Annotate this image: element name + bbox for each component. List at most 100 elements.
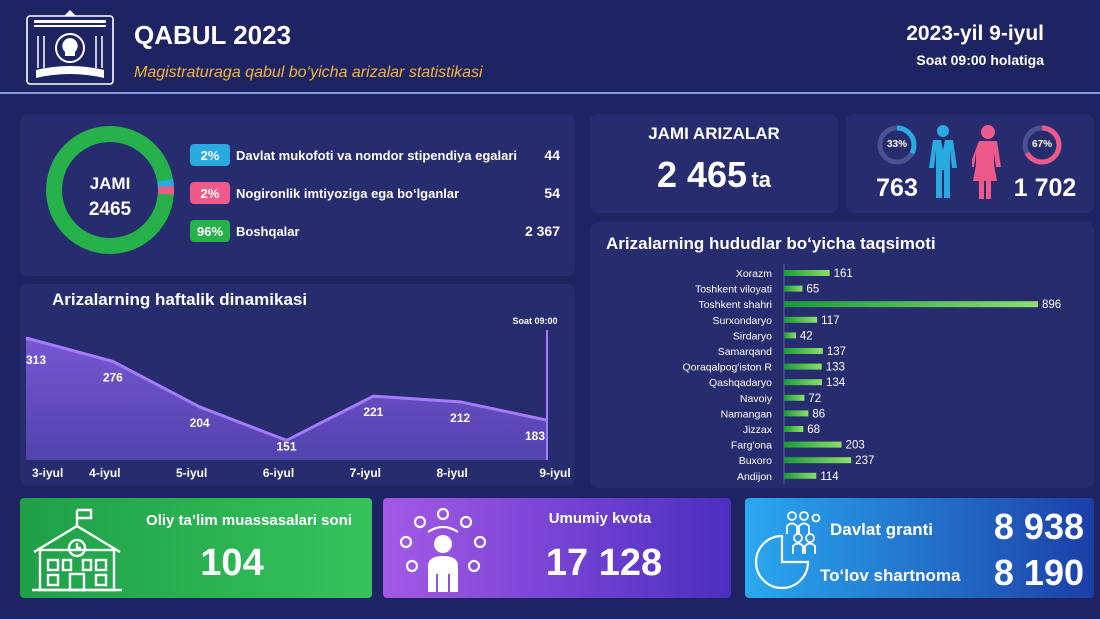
institutions-value: 104 xyxy=(200,542,264,584)
quota-value: 17 128 xyxy=(545,542,663,584)
region-bar xyxy=(784,270,830,276)
weekly-tick-label: 9-iyul xyxy=(539,466,570,480)
weekly-data-label: 221 xyxy=(363,405,383,419)
weekly-tick-label: 8-iyul xyxy=(436,466,467,480)
donut-segment-disability xyxy=(46,126,174,254)
total-value-row: 2 465 ta xyxy=(590,154,838,196)
region-bar xyxy=(784,410,809,417)
region-value-label: 65 xyxy=(806,284,819,296)
university-logo-icon xyxy=(26,10,114,85)
region-bar xyxy=(784,472,817,479)
region-label: Jizzax xyxy=(743,424,773,436)
region-label: Qashqadaryo xyxy=(709,377,772,389)
region-bar xyxy=(784,301,1038,308)
weekly-series-line xyxy=(25,336,548,443)
contract-value: 8 190 xyxy=(993,552,1084,593)
weekly-data-label: 183 xyxy=(525,429,545,443)
region-label: Farg'ona xyxy=(731,440,772,452)
male-value: 763 xyxy=(876,174,918,202)
region-bar xyxy=(784,285,803,292)
legend-value: 44 xyxy=(544,147,560,163)
header-divider xyxy=(0,92,1100,94)
legend-percent-badge: 2% xyxy=(190,144,230,166)
region-label: Toshkent viloyati xyxy=(695,284,772,296)
people-network-icon xyxy=(399,507,487,592)
grant-label: Davlat granti xyxy=(830,520,933,539)
region-value-label: 117 xyxy=(821,315,839,327)
region-value-label: 68 xyxy=(807,424,820,436)
weekly-chart-title: Arizalarning haftalik dinamikasi xyxy=(52,290,308,309)
region-label: Navoiy xyxy=(740,393,773,405)
region-label: Buxoro xyxy=(739,455,772,467)
legend-item-others: 96% xyxy=(190,220,230,242)
region-bar xyxy=(784,332,796,339)
donut-center-value: 2465 xyxy=(88,199,132,220)
regions-bar-chart: Xorazm 161 Toshkent viloyati 65 Toshkent sha… xyxy=(682,264,1061,484)
region-value-label: 237 xyxy=(855,455,874,467)
weekly-data-label: 313 xyxy=(26,353,46,367)
region-bar xyxy=(784,348,823,354)
weekly-tick-label: 6-iyul xyxy=(263,466,294,480)
page-subtitle: Magistraturaga qabul bo‘yicha arizalar s… xyxy=(134,64,483,81)
quota-label: Umumiy kvota xyxy=(548,510,652,527)
region-value-label: 203 xyxy=(846,440,865,452)
legend-value: 2 367 xyxy=(524,223,560,239)
legend-item-disability: 2% xyxy=(190,182,230,204)
donut-center-label: JAMI xyxy=(89,174,131,193)
region-bar xyxy=(784,426,804,432)
total-unit: ta xyxy=(751,167,772,192)
region-bar xyxy=(784,394,805,401)
region-value-label: 896 xyxy=(1042,299,1061,311)
weekly-tick-label: 4-iyul xyxy=(89,466,120,480)
school-building-icon xyxy=(32,508,122,592)
region-label: Samarqand xyxy=(718,346,772,358)
weekly-data-label: 276 xyxy=(103,370,123,384)
region-value-label: 72 xyxy=(808,393,821,405)
contract-label: To‘lov shartnoma xyxy=(820,566,961,585)
legend-percent-badge: 2% xyxy=(190,182,230,204)
region-label: Namangan xyxy=(721,408,773,420)
region-value-label: 161 xyxy=(834,268,853,280)
weekly-annotation: Soat 09:00 xyxy=(512,316,557,326)
weekly-data-label: 204 xyxy=(190,416,210,430)
legend-value: 54 xyxy=(544,185,560,201)
total-panel xyxy=(590,114,838,213)
regions-chart-title: Arizalarning hududlar bo‘yicha taqsimoti xyxy=(606,234,936,253)
region-bar xyxy=(784,363,822,370)
report-time: Soat 09:00 holatiga xyxy=(916,52,1044,68)
weekly-tick-label: 3-iyul xyxy=(32,466,63,480)
region-label: Andijon xyxy=(737,471,772,483)
legend-label: Davlat mukofoti va nomdor stipendiya ega… xyxy=(236,148,518,163)
weekly-tick-label: 7-iyul xyxy=(350,466,381,480)
report-date: 2023-yil 9-iyul xyxy=(906,22,1044,45)
weekly-area-chart: Soat 09:00 313 3-iyul 276 4-iyul 204 5-iyul 151… xyxy=(25,316,571,480)
region-value-label: 137 xyxy=(827,346,846,358)
weekly-area-fill xyxy=(26,338,547,460)
legend-item-awards: 2% xyxy=(190,144,230,166)
region-value-label: 114 xyxy=(820,471,839,483)
legend-label: Boshqalar xyxy=(236,224,300,239)
weekly-tick-label: 5-iyul xyxy=(176,466,207,480)
region-bar xyxy=(784,379,822,386)
total-label: JAMI ARIZALAR xyxy=(648,124,780,143)
pie-people-icon xyxy=(754,511,821,590)
region-value-label: 42 xyxy=(800,330,813,342)
legend-label: Nogironlik imtiyoziga ega bo‘lganlar xyxy=(236,186,460,201)
male-person-icon xyxy=(929,125,957,198)
region-label: Surxondaryo xyxy=(712,315,772,327)
region-label: Qoraqalpog'iston R xyxy=(682,362,772,374)
regions-panel xyxy=(590,222,1094,488)
weekly-data-label: 151 xyxy=(276,439,296,453)
male-percent: 33% xyxy=(886,139,907,150)
region-value-label: 134 xyxy=(826,377,846,389)
female-percent-ring xyxy=(1022,125,1062,165)
region-label: Sirdaryo xyxy=(733,330,772,342)
legend-percent-badge: 96% xyxy=(190,220,230,242)
region-label: Xorazm xyxy=(736,268,772,280)
total-value: 2 465 xyxy=(656,154,748,195)
institutions-label: Oliy ta’lim muassasalari soni xyxy=(146,512,352,529)
region-value-label: 133 xyxy=(826,362,845,374)
male-percent-ring xyxy=(877,125,917,165)
region-value-label: 86 xyxy=(812,408,825,420)
region-bar xyxy=(784,457,852,464)
